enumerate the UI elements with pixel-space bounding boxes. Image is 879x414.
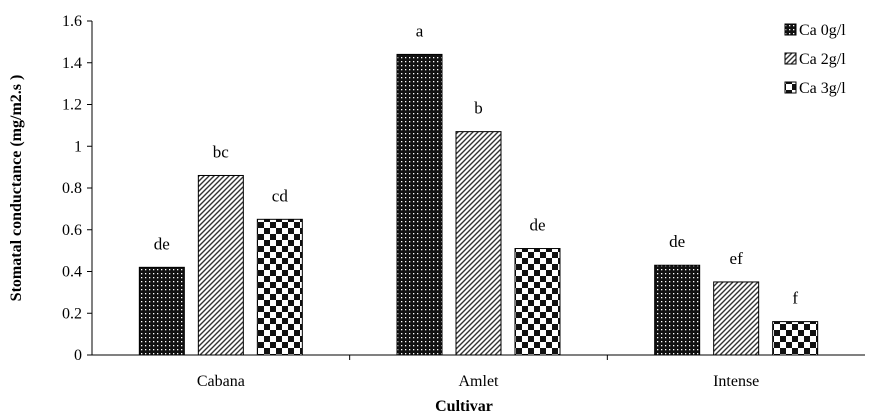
significance-label: de	[154, 234, 170, 253]
x-tick-label: Intense	[713, 373, 759, 390]
significance-label: a	[416, 21, 424, 40]
significance-label: f	[792, 289, 798, 308]
significance-label: bc	[213, 142, 230, 161]
bar	[773, 322, 818, 355]
bar	[198, 175, 243, 355]
y-tick-label: 0	[74, 347, 82, 364]
y-tick-label: 1.2	[62, 97, 82, 114]
y-tick-label: 0.4	[62, 264, 82, 281]
legend-swatch	[785, 24, 796, 35]
y-axis-title: Stomatal conductance (mg/m2.s )	[8, 75, 25, 302]
y-tick-label: 0.8	[62, 180, 82, 197]
y-tick-label: 1.6	[62, 13, 82, 30]
bar	[456, 132, 501, 355]
legend-label: Ca 0g/l	[799, 22, 846, 39]
bar	[655, 265, 700, 355]
y-axis-ticks: 0 0.2 0.4 0.6 0.8 1 1.2 1.4 1.6	[62, 13, 92, 364]
legend-swatch	[785, 82, 796, 93]
x-tick-label: Amlet	[459, 373, 500, 390]
y-tick-label: 0.2	[62, 305, 82, 322]
bar	[397, 54, 442, 355]
x-tick-label: Cabana	[197, 373, 245, 390]
bar	[714, 282, 759, 355]
legend-label: Ca 3g/l	[799, 80, 846, 97]
y-tick-label: 1.4	[62, 55, 82, 72]
x-axis-title: Cultivar	[435, 398, 493, 414]
significance-label: cd	[272, 186, 289, 205]
bar	[257, 219, 302, 355]
significance-label: de	[529, 216, 545, 235]
bar	[139, 267, 184, 355]
y-tick-label: 1	[74, 138, 82, 155]
x-axis-ticks: Cabana Amlet Intense	[197, 355, 759, 390]
bar	[515, 249, 560, 355]
significance-label: de	[669, 232, 685, 251]
significance-label: ef	[730, 249, 744, 268]
y-tick-label: 0.6	[62, 222, 82, 239]
legend-swatch	[785, 53, 796, 64]
legend-label: Ca 2g/l	[799, 51, 846, 68]
legend: Ca 0g/l Ca 2g/l Ca 3g/l	[785, 22, 846, 97]
significance-label: b	[474, 99, 483, 118]
